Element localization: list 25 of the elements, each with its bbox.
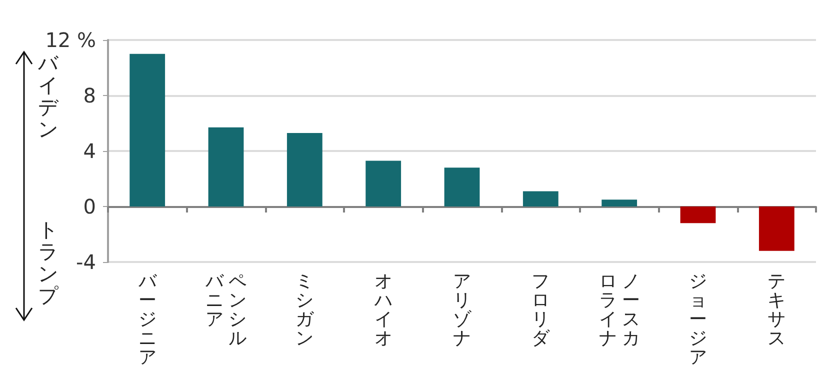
y-tick-label: -4 bbox=[76, 250, 96, 274]
x-tick-label: ミシガン bbox=[296, 271, 315, 349]
text: トランプ bbox=[38, 218, 59, 308]
bar bbox=[602, 200, 638, 206]
bar bbox=[286, 132, 322, 206]
bar bbox=[366, 160, 402, 206]
bar bbox=[758, 206, 794, 251]
x-tick-label: バージニア bbox=[137, 271, 158, 368]
x-tick-label: テキサス bbox=[768, 271, 786, 349]
y-tick-label: 8 bbox=[83, 84, 96, 108]
y-tick-label: 4 bbox=[83, 139, 96, 163]
x-tick-label: ジョージア bbox=[689, 271, 707, 368]
bar bbox=[208, 127, 244, 206]
text: バイデン bbox=[37, 51, 59, 141]
x-tick-label: フロリダ bbox=[532, 271, 551, 349]
y-tick-label: 12 % bbox=[45, 28, 96, 52]
bar bbox=[444, 168, 480, 206]
category-label: ノースカロライナ bbox=[598, 271, 640, 349]
y-tick-label: 0 bbox=[83, 194, 96, 218]
bar bbox=[130, 54, 166, 206]
x-tick-label: アリゾナ bbox=[453, 271, 472, 349]
bar bbox=[680, 206, 716, 224]
bar bbox=[522, 191, 558, 206]
category-label: ペンシルバニア bbox=[206, 271, 246, 349]
x-tick-label: オハイオ bbox=[373, 271, 392, 349]
